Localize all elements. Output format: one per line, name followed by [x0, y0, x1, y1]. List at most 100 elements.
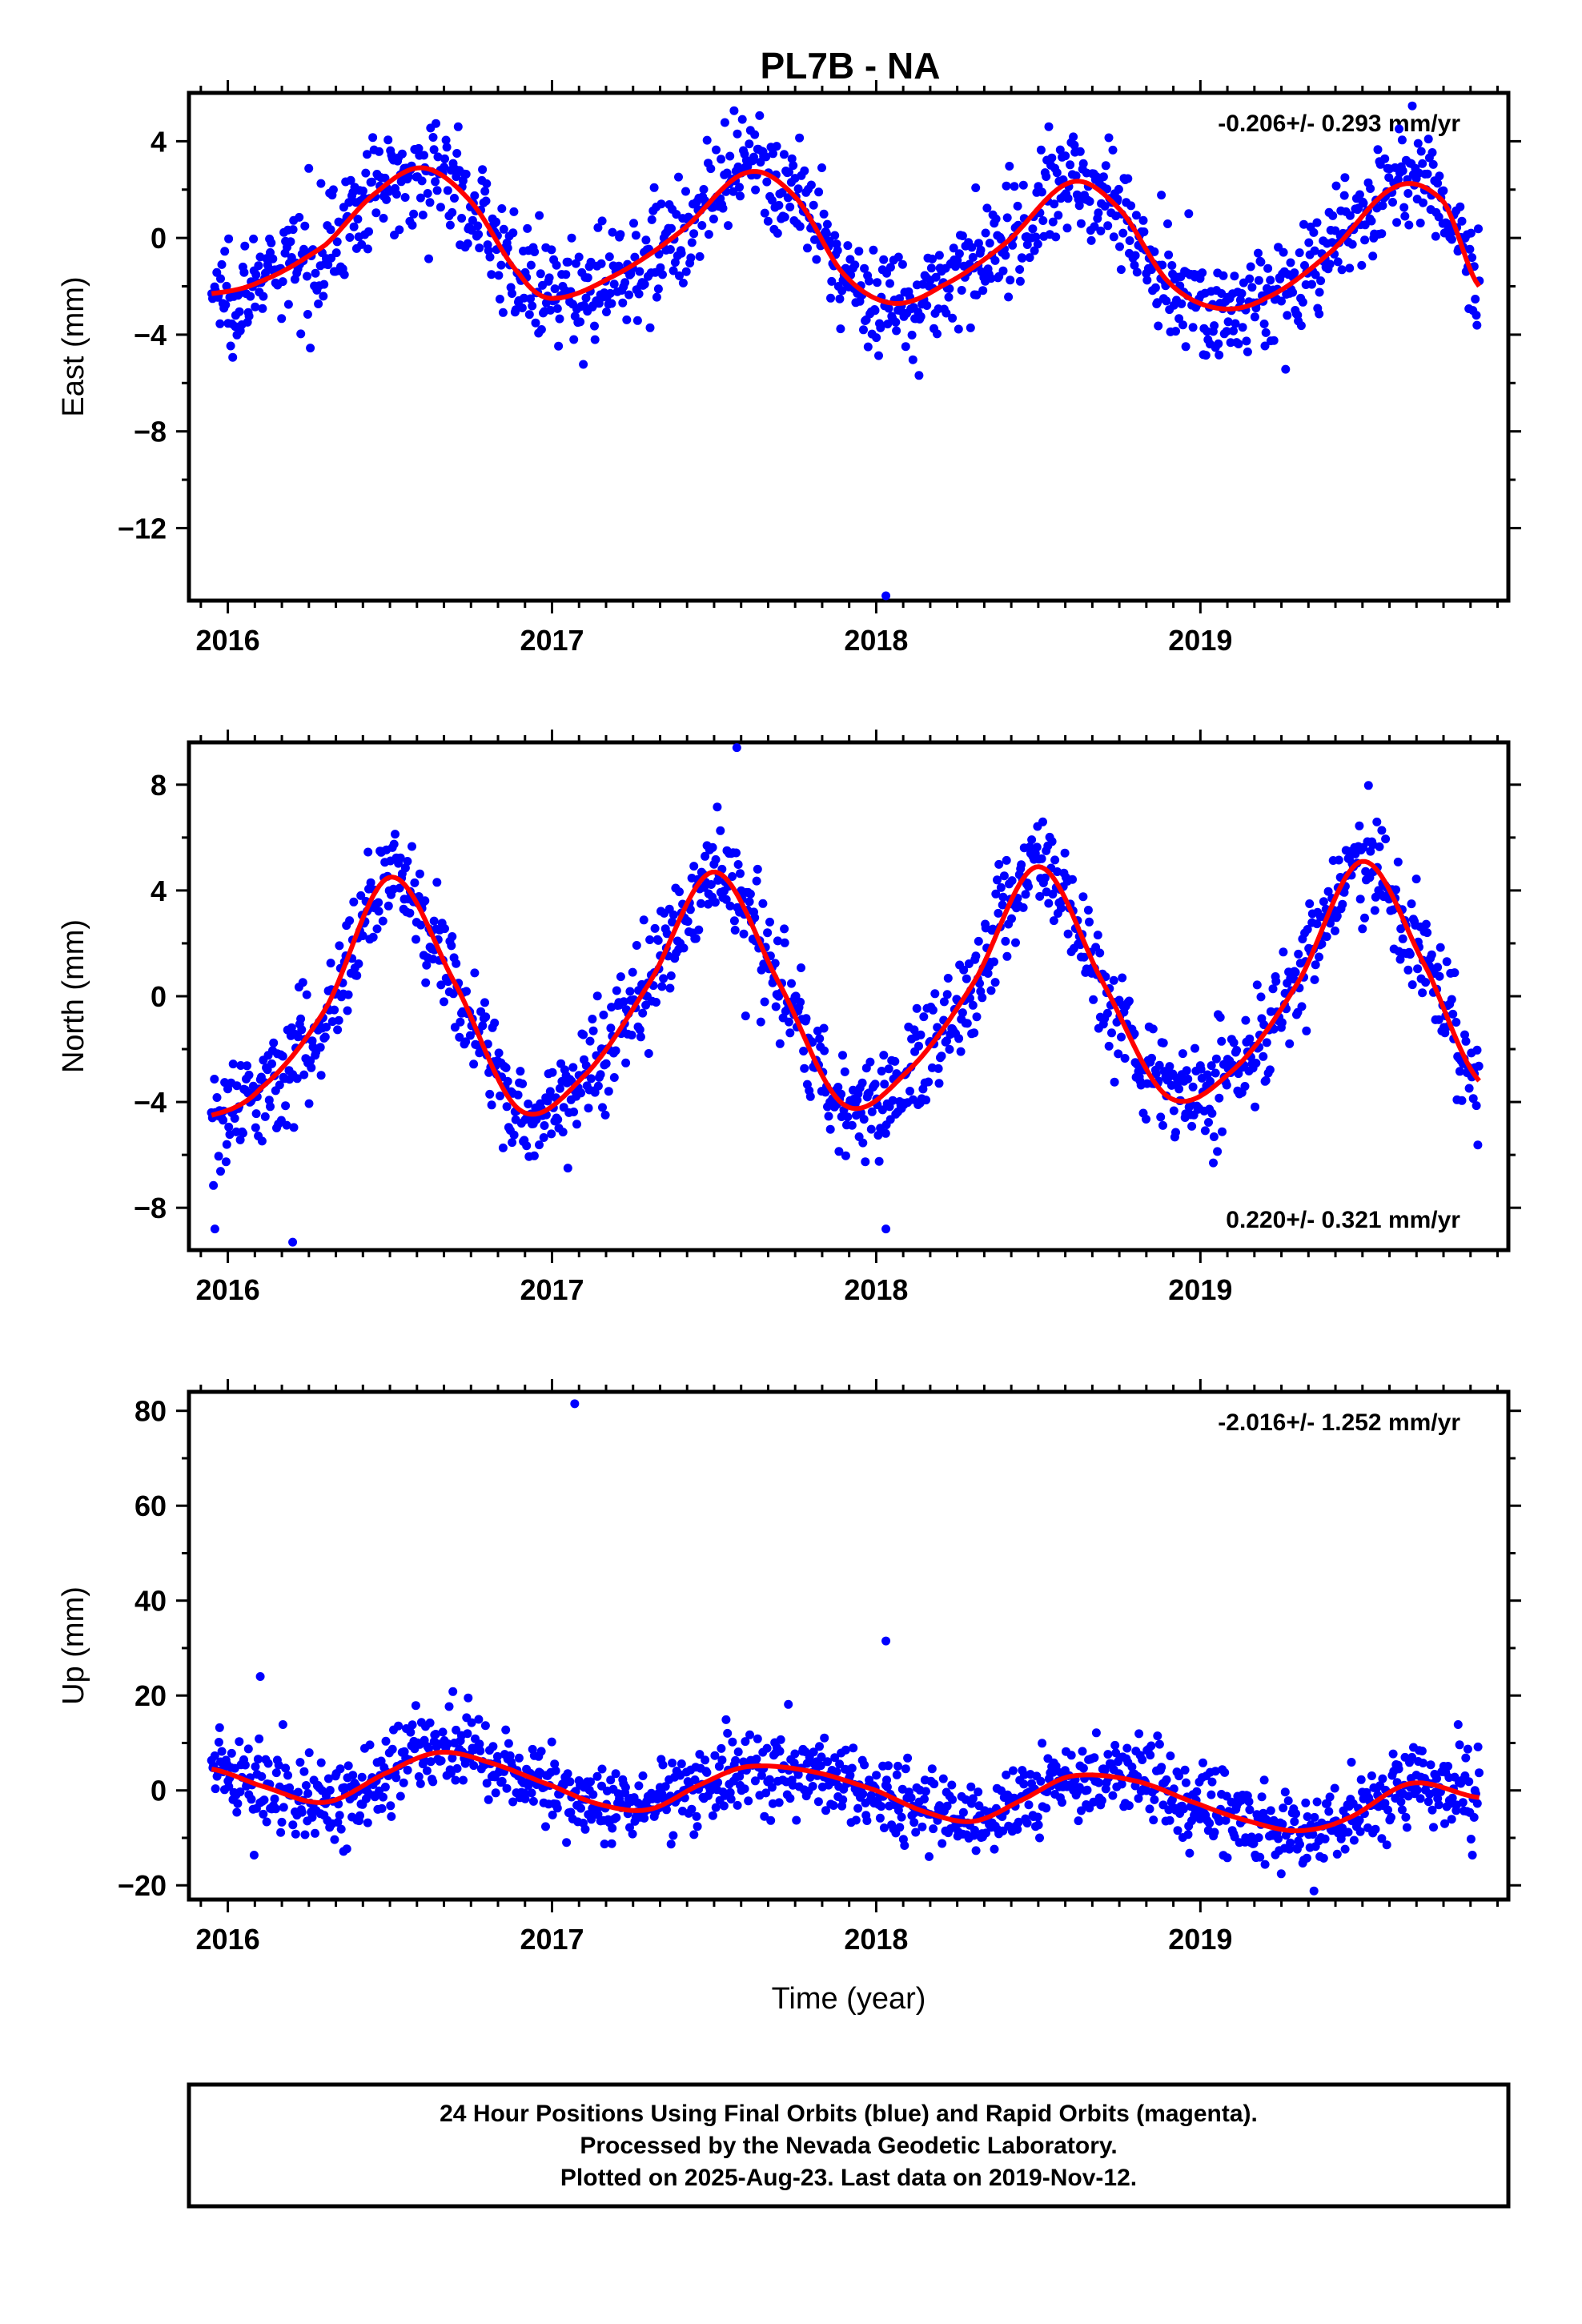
plot-frame — [187, 740, 1511, 1252]
data-point — [565, 1777, 575, 1787]
data-point — [1380, 154, 1390, 163]
data-point — [1211, 1054, 1221, 1063]
data-point — [1279, 947, 1288, 957]
data-point — [653, 935, 663, 945]
data-point — [300, 221, 310, 231]
data-point — [1151, 1069, 1161, 1079]
data-point — [1466, 228, 1476, 238]
y-tick-label: −4 — [134, 319, 167, 352]
data-point — [222, 1140, 231, 1149]
data-point — [974, 239, 983, 248]
outlier-point — [732, 743, 741, 753]
data-point — [843, 241, 853, 251]
data-point — [1255, 1852, 1265, 1862]
data-point — [576, 1803, 585, 1813]
data-point — [1392, 218, 1402, 227]
data-point — [1452, 1018, 1461, 1027]
data-point — [741, 1011, 750, 1021]
data-point — [1355, 821, 1364, 830]
data-point — [1377, 826, 1387, 835]
data-point — [790, 1749, 800, 1759]
y-tick-label: 20 — [135, 1679, 167, 1712]
data-point — [939, 997, 949, 1007]
data-point — [1063, 929, 1073, 939]
data-point — [357, 239, 367, 249]
data-point — [877, 1105, 887, 1115]
data-point — [691, 934, 701, 943]
data-point — [974, 936, 983, 946]
data-point — [1349, 1835, 1359, 1845]
data-point — [262, 1817, 271, 1827]
data-point — [1025, 253, 1034, 263]
data-point — [681, 187, 690, 196]
data-point — [785, 167, 793, 177]
data-point — [244, 1070, 254, 1080]
data-point — [399, 1778, 408, 1787]
data-point — [1468, 1094, 1478, 1104]
data-point — [1166, 1751, 1175, 1761]
data-point — [1232, 1046, 1242, 1055]
data-point — [1184, 209, 1194, 219]
data-point — [809, 200, 818, 210]
data-point — [649, 183, 659, 192]
data-point — [629, 219, 638, 228]
data-point — [706, 880, 716, 889]
data-point — [1033, 239, 1042, 249]
data-point — [1299, 219, 1308, 229]
data-point — [1407, 980, 1417, 990]
data-point — [710, 898, 720, 907]
data-point — [1002, 855, 1011, 865]
data-point — [677, 1759, 686, 1768]
data-point — [755, 111, 765, 120]
data-point — [945, 284, 954, 293]
data-point — [863, 342, 873, 352]
y-tick-label: −8 — [134, 1192, 167, 1224]
data-point — [1472, 1799, 1482, 1808]
data-point — [702, 135, 712, 145]
data-point — [352, 971, 362, 980]
data-point — [785, 1028, 795, 1038]
data-point — [452, 149, 462, 158]
data-point — [704, 899, 713, 909]
data-point — [1134, 1729, 1144, 1739]
data-point — [464, 1693, 473, 1703]
data-point — [1435, 943, 1445, 952]
data-point — [1127, 1762, 1137, 1771]
data-point — [1142, 1115, 1150, 1124]
data-point — [461, 1037, 471, 1047]
data-point — [819, 1023, 829, 1033]
data-point — [292, 1074, 302, 1084]
data-point — [1460, 1030, 1469, 1039]
data-point — [279, 1803, 288, 1812]
data-point — [348, 1771, 358, 1780]
data-point — [1082, 1785, 1092, 1795]
data-point — [590, 321, 599, 331]
data-point — [1355, 1827, 1365, 1836]
data-point — [463, 239, 472, 248]
data-point — [1036, 1776, 1046, 1786]
data-point — [897, 1812, 906, 1822]
data-point — [1355, 190, 1364, 199]
data-point — [808, 1782, 817, 1791]
data-point — [1130, 251, 1140, 260]
data-point — [1443, 1762, 1453, 1771]
data-point — [404, 172, 413, 181]
data-point — [1397, 135, 1407, 145]
data-point — [498, 308, 508, 317]
data-point — [713, 802, 722, 812]
data-point — [498, 1143, 508, 1152]
data-point — [1181, 1778, 1191, 1787]
data-point — [803, 243, 812, 253]
data-point — [442, 143, 452, 152]
footer-line-2: Processed by the Nevada Geodetic Laborat… — [580, 2133, 1117, 2159]
data-point — [1311, 960, 1320, 970]
data-point — [1025, 842, 1034, 851]
data-point — [823, 1757, 833, 1767]
data-point — [665, 983, 675, 993]
data-point — [335, 1811, 344, 1820]
data-point — [709, 215, 718, 223]
data-point — [1153, 1731, 1162, 1741]
data-point — [1174, 1084, 1184, 1094]
data-point — [771, 1002, 781, 1011]
data-point — [1028, 224, 1038, 234]
